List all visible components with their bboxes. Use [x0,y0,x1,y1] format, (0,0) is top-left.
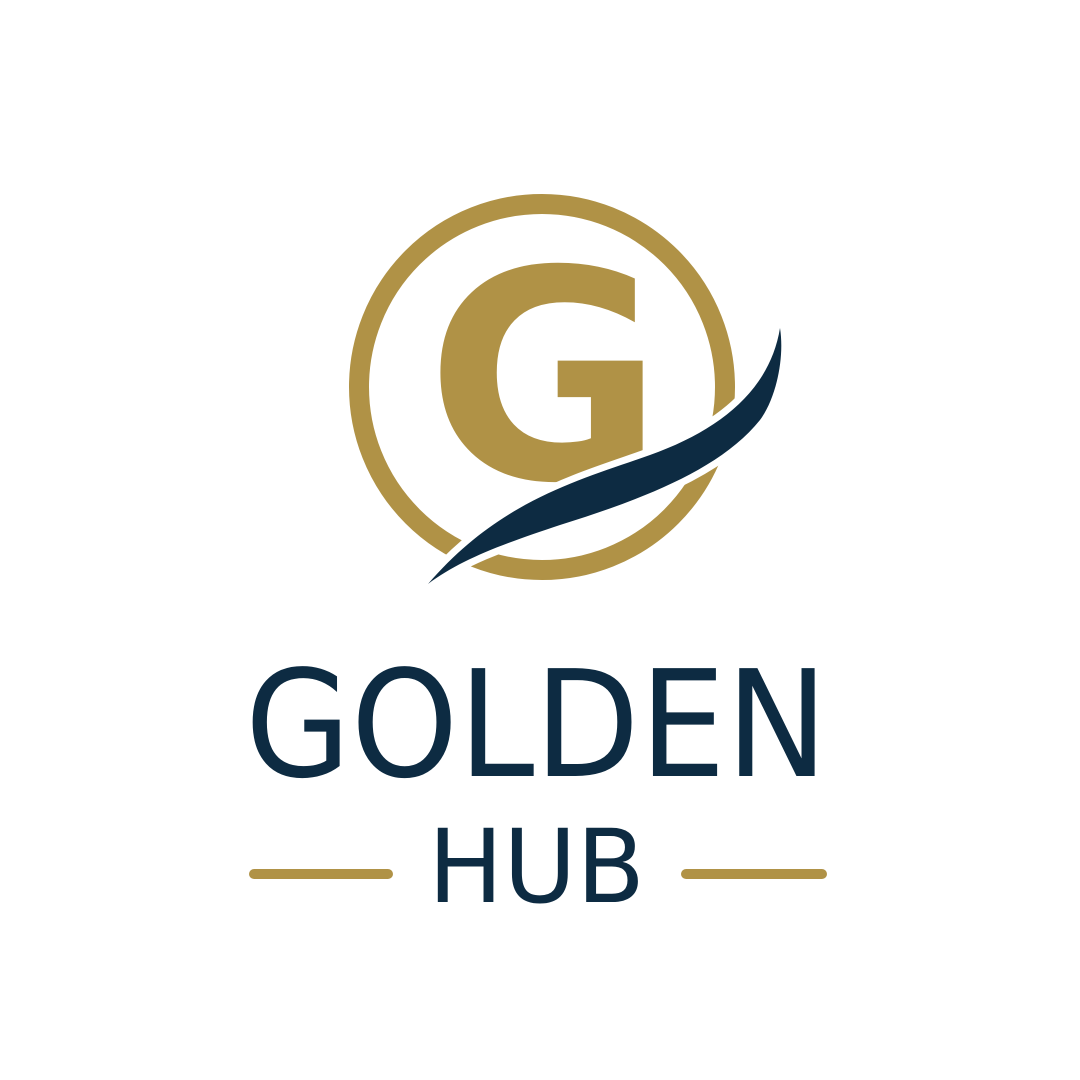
emblem-ring [349,194,735,580]
swoosh [421,321,789,591]
brand-name: GOLDEN [245,639,828,811]
tagline: HUB [428,808,645,927]
